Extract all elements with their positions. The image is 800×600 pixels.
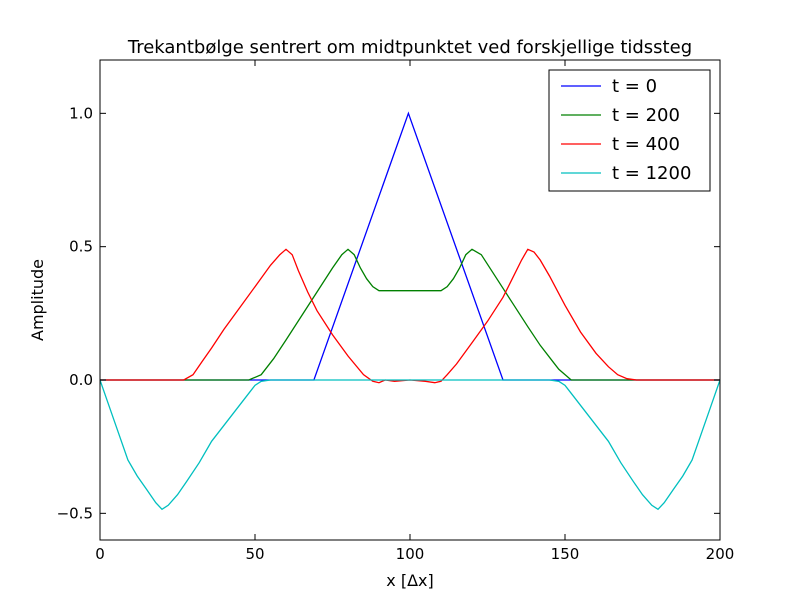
legend-entry-3: t = 1200 (612, 163, 691, 184)
legend-entry-2: t = 400 (612, 134, 680, 155)
series-line-1 (100, 248, 720, 381)
legend-entry-0: t = 0 (612, 76, 657, 97)
x-tick-label: 100 (396, 545, 425, 563)
plot-area (99, 111, 721, 511)
x-tick-label: 200 (706, 545, 735, 563)
x-tick-label: 0 (95, 545, 105, 563)
y-tick-label: 0.5 (69, 238, 93, 256)
y-tick-label: −0.5 (57, 504, 93, 522)
legend-box (548, 69, 711, 192)
y-tick-label: 1.0 (69, 104, 93, 122)
axis-ticks: 0 50 100 150 200 −0.5 0.0 0.5 1.0 (57, 60, 735, 563)
legend: t = 0 t = 200 t = 400 t = 1200 (548, 69, 711, 192)
y-tick-label: 0.0 (69, 371, 93, 389)
series-line-2 (100, 248, 720, 384)
x-tick-label: 150 (551, 545, 580, 563)
x-axis-label: x [Δx] (386, 571, 433, 590)
series-line-3 (99, 379, 721, 511)
legend-entry-1: t = 200 (612, 105, 680, 126)
y-axis-label: Amplitude (28, 259, 47, 341)
chart-title: Trekantbølge sentrert om midtpunktet ved… (127, 37, 692, 58)
x-tick-label: 50 (245, 545, 264, 563)
